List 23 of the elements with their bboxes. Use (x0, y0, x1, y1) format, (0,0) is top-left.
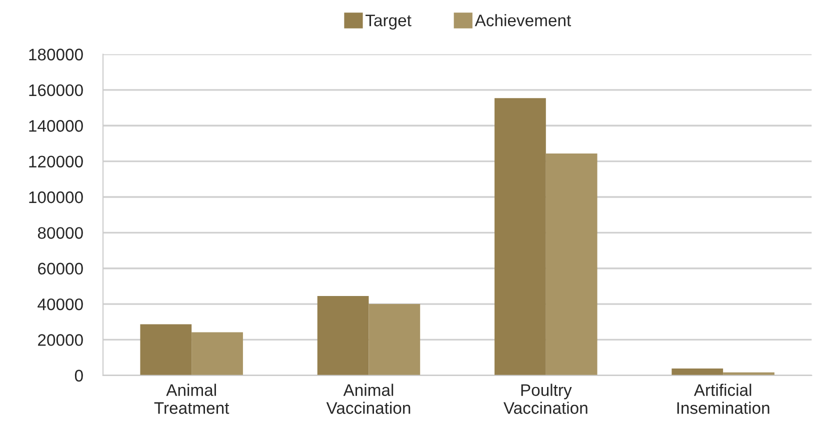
y-tick-label: 140000 (29, 120, 83, 132)
bar (546, 153, 598, 376)
y-tick-label: 60000 (38, 262, 83, 275)
x-tick-label: Animal Vaccination (326, 384, 410, 414)
bar (672, 368, 724, 376)
y-tick-label: 160000 (29, 84, 83, 96)
legend-label: Target (366, 14, 412, 30)
y-tick-label: 180000 (29, 48, 83, 60)
y-tick-label: 100000 (29, 191, 83, 204)
x-tick-label: Poultry Vaccination (504, 384, 588, 414)
x-tick-label: Artificial Insemination (677, 384, 770, 414)
y-tick-label: 80000 (38, 227, 83, 239)
y-tick-label: 20000 (38, 334, 83, 346)
bar (494, 98, 546, 376)
y-tick-label: 40000 (38, 298, 83, 310)
x-tick-label: Animal Treatment (154, 384, 230, 414)
bar (192, 332, 243, 376)
y-tick-label: 0 (74, 370, 83, 382)
bar (317, 296, 369, 376)
y-tick-label: 120000 (29, 156, 83, 168)
legend-label: Achievement (474, 14, 572, 26)
bar (140, 324, 192, 376)
bar (368, 304, 420, 376)
